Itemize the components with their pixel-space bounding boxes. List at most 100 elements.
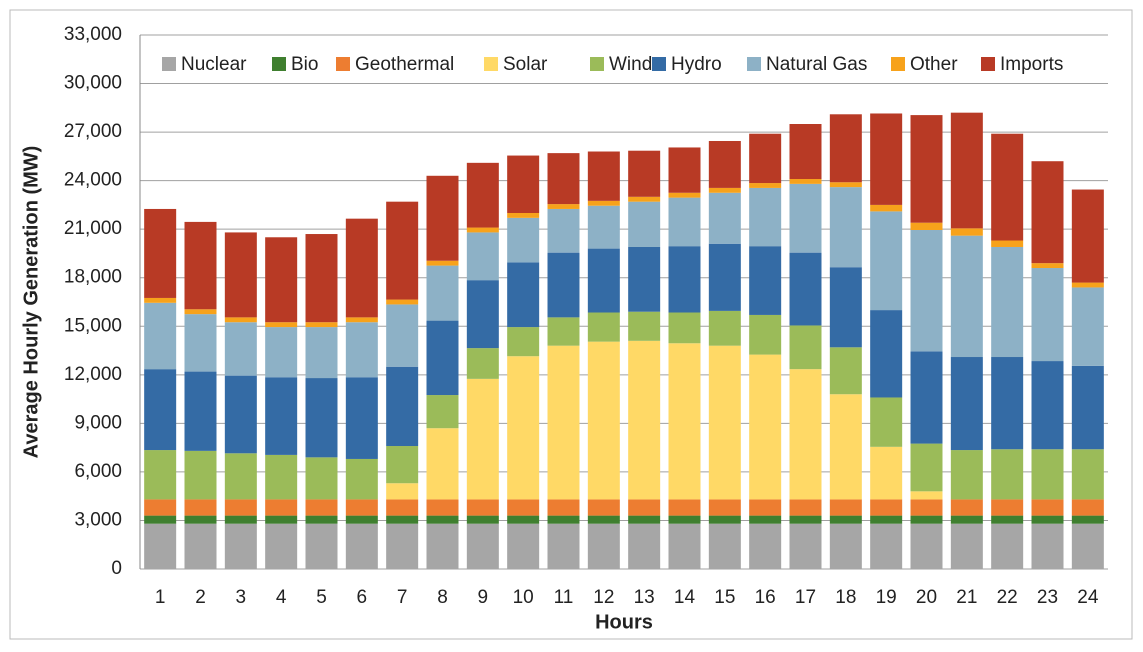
- legend-label: Bio: [291, 54, 318, 75]
- bar-segment: [507, 213, 540, 218]
- bar-segment: [426, 260, 459, 266]
- bar-segment: [870, 515, 903, 524]
- x-tick-label: 14: [674, 587, 696, 608]
- bar-segment: [708, 187, 741, 193]
- x-tick-label: 8: [437, 587, 448, 608]
- bar-segment: [789, 325, 822, 370]
- bar-segment: [466, 378, 499, 500]
- bar-segment: [144, 499, 177, 516]
- bar-segment: [224, 317, 257, 323]
- bar-segment: [345, 218, 378, 318]
- y-tick-label: 24,000: [64, 170, 122, 191]
- bar-segment: [184, 523, 217, 569]
- bar-segment: [1071, 515, 1104, 524]
- bar-segment: [426, 265, 459, 321]
- bar-segment: [224, 499, 257, 516]
- bar-segment: [1071, 523, 1104, 569]
- bar-segment: [708, 515, 741, 524]
- bar-segment: [587, 205, 620, 249]
- bar-segment: [708, 523, 741, 569]
- bar-segment: [870, 113, 903, 205]
- bar-segment: [466, 232, 499, 281]
- bar-segment: [1031, 263, 1064, 269]
- bar-segment: [789, 515, 822, 524]
- bar-segment: [265, 454, 298, 500]
- bar-segment: [386, 299, 419, 305]
- bar-segment: [507, 262, 540, 328]
- bar-segment: [386, 446, 419, 484]
- bar-segment: [789, 369, 822, 500]
- bar-segment: [1031, 523, 1064, 569]
- bar-segment: [466, 227, 499, 233]
- bar-segment: [668, 515, 701, 524]
- bar-segment: [1031, 499, 1064, 516]
- bar-segment: [950, 523, 983, 569]
- bar-segment: [991, 449, 1024, 500]
- bar-segment: [991, 357, 1024, 450]
- bar-segment: [910, 499, 943, 516]
- bar-segment: [547, 499, 580, 516]
- bar-segment: [829, 394, 862, 500]
- x-tick-label: 17: [795, 587, 816, 608]
- bar-segment: [628, 499, 661, 516]
- bar-segment: [345, 322, 378, 378]
- bar-segment: [1071, 287, 1104, 366]
- bar-segment: [345, 515, 378, 524]
- bar-segment: [184, 371, 217, 451]
- bar-segment: [708, 345, 741, 500]
- bar-segment: [507, 356, 540, 500]
- bar-segment: [386, 523, 419, 569]
- y-tick-label: 33,000: [64, 24, 122, 45]
- bar-segment: [749, 183, 782, 188]
- legend-label: Imports: [1000, 54, 1063, 75]
- bar-segment: [789, 183, 822, 253]
- bar-segment: [910, 229, 943, 352]
- bar-segment: [466, 515, 499, 524]
- bar-segment: [829, 515, 862, 524]
- bar-segment: [910, 115, 943, 223]
- bar-segment: [910, 515, 943, 524]
- bar-segment: [789, 499, 822, 516]
- bar-segment: [305, 523, 338, 569]
- bar-segment: [950, 515, 983, 524]
- bar-segment: [789, 179, 822, 184]
- bar-segment: [587, 523, 620, 569]
- x-tick-label: 20: [916, 587, 937, 608]
- bar-segment: [749, 133, 782, 184]
- bar-segment: [829, 114, 862, 183]
- x-tick-label: 15: [714, 587, 735, 608]
- bar-segment: [910, 491, 943, 500]
- bar-segment: [668, 343, 701, 500]
- bar-segment: [870, 204, 903, 212]
- bar-segment: [587, 200, 620, 206]
- bar-segment: [305, 378, 338, 458]
- bar-segment: [305, 234, 338, 323]
- bar-segment: [345, 317, 378, 323]
- bar-segment: [426, 175, 459, 261]
- bar-segment: [345, 458, 378, 500]
- x-tick-label: 7: [397, 587, 408, 608]
- legend-swatch: [981, 57, 995, 71]
- bar-segment: [265, 523, 298, 569]
- bar-segment: [184, 314, 217, 372]
- bar-segment: [386, 366, 419, 447]
- bar-segment: [426, 499, 459, 516]
- x-tick-label: 13: [634, 587, 655, 608]
- legend-swatch: [891, 57, 905, 71]
- bar-segment: [668, 499, 701, 516]
- bar-segment: [265, 237, 298, 323]
- bar-segment: [1031, 515, 1064, 524]
- y-tick-label: 0: [111, 558, 122, 579]
- bar-segment: [668, 246, 701, 313]
- bar-segment: [305, 322, 338, 328]
- bar-segment: [466, 523, 499, 569]
- bar-segment: [224, 515, 257, 524]
- x-tick-label: 9: [478, 587, 489, 608]
- bar-segment: [144, 302, 177, 370]
- bar-segment: [426, 320, 459, 396]
- bar-segment: [587, 341, 620, 500]
- x-tick-label: 21: [956, 587, 977, 608]
- bar-segment: [1071, 365, 1104, 450]
- legend-label: Hydro: [671, 54, 722, 75]
- bar-segment: [950, 228, 983, 236]
